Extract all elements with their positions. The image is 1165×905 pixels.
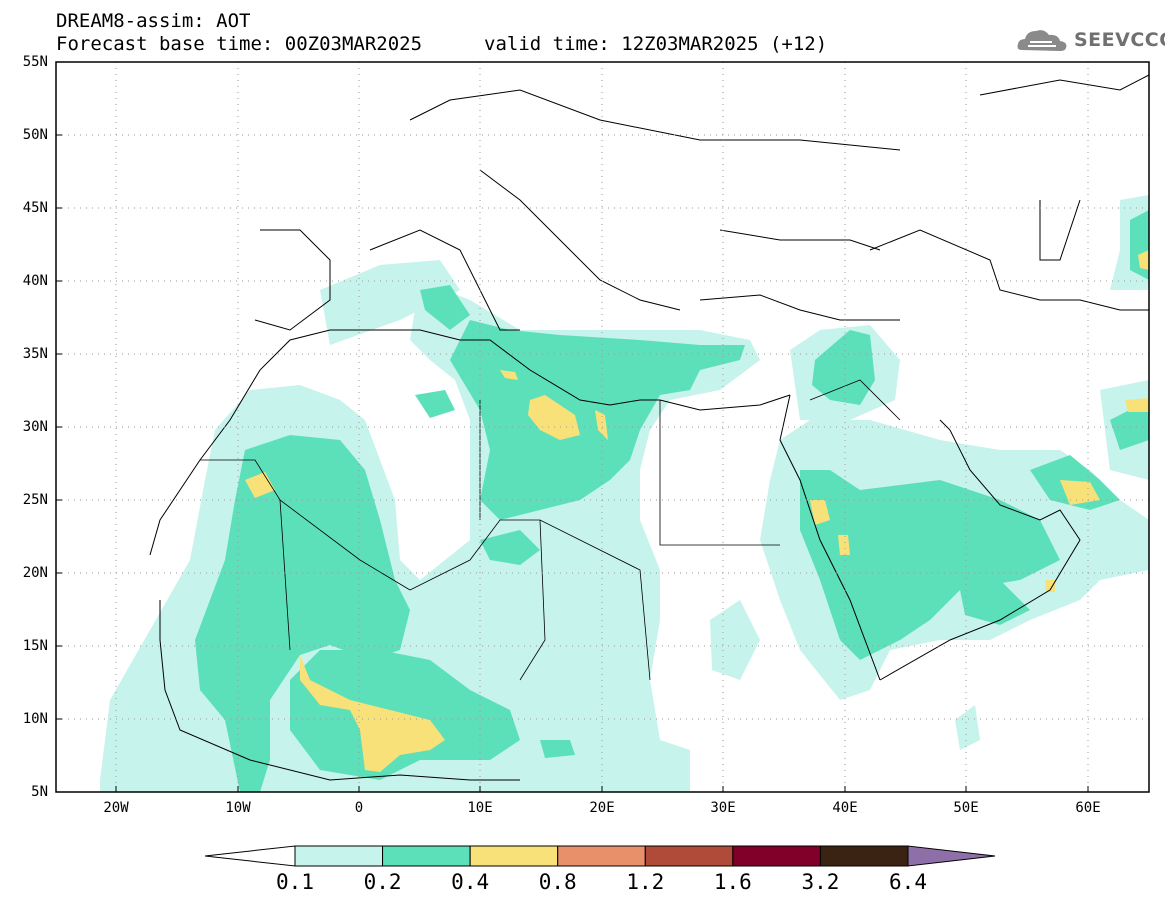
colorbar-segment <box>557 845 646 867</box>
colorbar-label: 3.2 <box>801 870 840 894</box>
colorbar-label: 0.1 <box>276 870 314 894</box>
valid-time: valid time: 12Z03MAR2025 (+12) <box>484 33 828 55</box>
lat-label: 20N <box>22 565 48 581</box>
colorbar-label: 6.4 <box>889 870 927 894</box>
colorbar-segment <box>732 845 821 867</box>
lat-label: 50N <box>22 127 48 143</box>
colorbar-segment <box>469 845 559 867</box>
colorbar-segment <box>294 845 384 867</box>
lon-label: 10E <box>467 800 493 816</box>
colorbar-segment <box>644 845 734 867</box>
colorbar-label: 0.2 <box>363 870 402 894</box>
cloud-icon <box>1017 30 1067 51</box>
lon-label: 0 <box>354 800 364 816</box>
lon-label: 30E <box>710 800 736 816</box>
lat-label: 5N <box>31 784 48 800</box>
lat-label: 40N <box>22 273 48 289</box>
axis-ticks <box>56 61 1089 793</box>
lat-label: 10N <box>22 711 48 727</box>
seevccc-logo: SEEVCCC <box>1074 29 1165 51</box>
colorbar-arrow-low <box>205 845 296 867</box>
lat-label: 15N <box>22 638 48 654</box>
lon-label: 10W <box>225 800 251 816</box>
lat-label: 45N <box>22 200 48 216</box>
colorbar-label: 0.4 <box>451 870 490 894</box>
lat-label: 25N <box>22 492 48 508</box>
colorbar <box>205 845 996 867</box>
gridlines <box>56 62 1149 792</box>
colorbar-segment <box>819 845 909 867</box>
colorbar-label: 1.6 <box>713 870 752 894</box>
forecast-base-time: Forecast base time: 00Z03MAR2025 <box>56 33 423 55</box>
aot-field <box>100 195 1149 792</box>
aot-band-0.4 <box>245 250 1149 772</box>
lon-label: 40E <box>832 800 858 816</box>
coastlines <box>149 74 1149 781</box>
colorbar-arrow-high <box>907 845 996 867</box>
lon-label: 50E <box>953 800 979 816</box>
lon-label: 20W <box>103 800 129 816</box>
lon-label: 60E <box>1075 800 1101 816</box>
colorbar-segment <box>382 845 471 867</box>
lat-label: 55N <box>22 54 48 70</box>
colorbar-label: 0.8 <box>538 870 577 894</box>
lat-label: 30N <box>22 419 48 435</box>
lat-label: 35N <box>22 346 48 362</box>
colorbar-label: 1.2 <box>626 870 665 894</box>
lon-label: 20E <box>589 800 615 816</box>
map-title: DREAM8-assim: AOT <box>56 10 251 32</box>
